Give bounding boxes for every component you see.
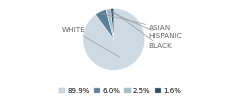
Legend: 89.9%, 6.0%, 2.5%, 1.6%: 89.9%, 6.0%, 2.5%, 1.6% xyxy=(56,85,184,96)
Wedge shape xyxy=(96,10,114,39)
Text: WHITE: WHITE xyxy=(61,27,120,57)
Text: BLACK: BLACK xyxy=(112,11,172,49)
Text: HISPANIC: HISPANIC xyxy=(109,11,182,39)
Wedge shape xyxy=(106,9,114,39)
Wedge shape xyxy=(83,8,145,70)
Wedge shape xyxy=(111,8,114,39)
Text: ASIAN: ASIAN xyxy=(102,14,171,31)
